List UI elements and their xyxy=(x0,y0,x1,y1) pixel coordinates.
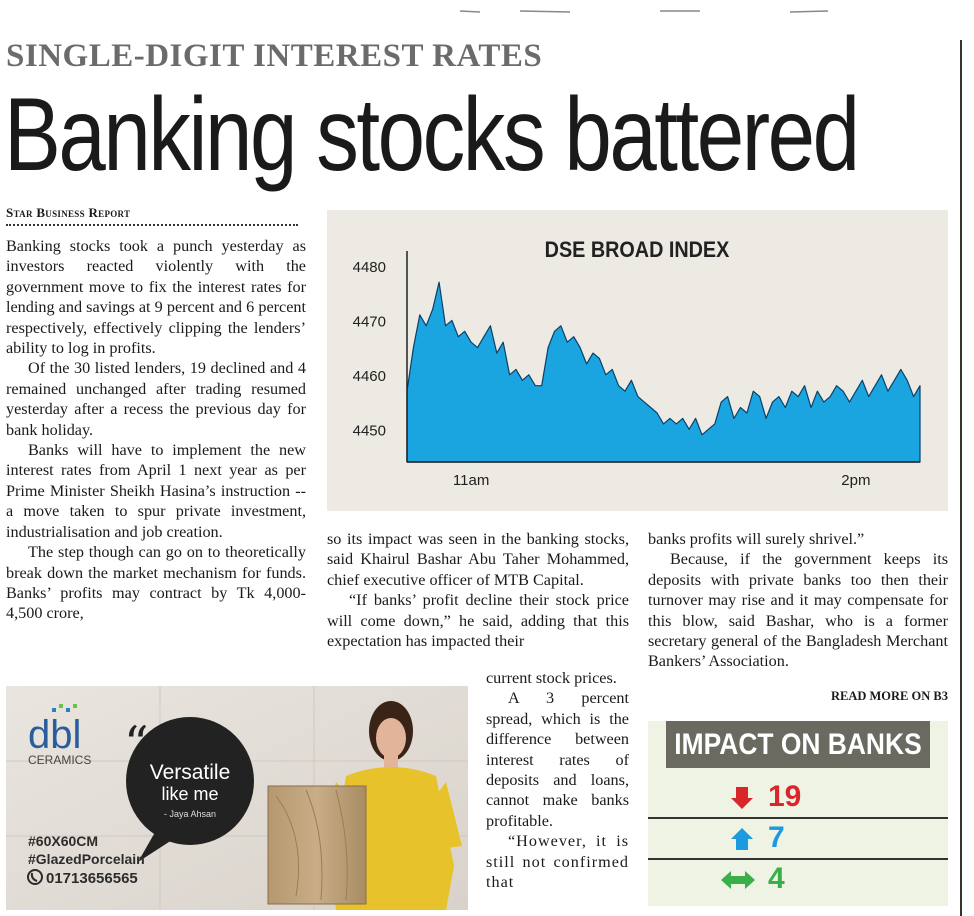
paragraph: Banks will have to implement the new int… xyxy=(6,441,306,541)
impact-divider xyxy=(648,817,948,819)
ad-tag-finish: #GlazedPorcelain xyxy=(28,851,145,867)
ad-phone: 01713656565 xyxy=(46,870,138,887)
phone-icon xyxy=(27,869,43,885)
top-edge-fragment xyxy=(459,0,830,13)
ad-brand-sub: CERAMICS xyxy=(28,753,91,767)
ad-slogan-line1: Versatile xyxy=(150,761,231,784)
article-column-3: banks profits will surely shrivel.” Beca… xyxy=(648,529,948,672)
ad-artwork: dbl CERAMICS “ ” Versatile like me - Jay… xyxy=(6,686,468,910)
arrow-both-icon xyxy=(721,871,755,889)
quote-close-icon: ” xyxy=(224,794,249,850)
chart-title: DSE BROAD INDEX xyxy=(545,238,730,262)
speech-bubble-icon xyxy=(126,717,254,862)
impact-row-advanced: 7 xyxy=(648,821,948,854)
paragraph: Banking stocks took a punch yesterday as… xyxy=(6,237,306,358)
paragraph: “However, it is still not confirmed that xyxy=(486,832,629,892)
chart-y-tick-label: 4470 xyxy=(353,313,386,330)
paragraph: A 3 percent spread, which is the differe… xyxy=(486,689,629,830)
dbl-ceramics-advertisement[interactable]: dbl CERAMICS “ ” Versatile like me - Jay… xyxy=(6,686,468,910)
arrow-up-icon xyxy=(731,828,753,850)
impact-title: IMPACT ON BANKS xyxy=(666,721,930,768)
paragraph: The step though can go on to theoretical… xyxy=(6,543,306,623)
chart-x-tick-label: 2pm xyxy=(841,472,870,489)
impact-row-declined: 19 xyxy=(648,780,948,813)
impact-value: 7 xyxy=(768,821,785,854)
impact-value: 19 xyxy=(768,780,802,813)
impact-on-banks-box: IMPACT ON BANKS 19 7 4 xyxy=(648,721,948,906)
ad-slogan-line2: like me xyxy=(161,784,218,804)
paragraph: “If banks’ profit decline their stock pr… xyxy=(327,591,629,651)
chart-y-tick-label: 4480 xyxy=(353,259,386,276)
impact-row-unchanged: 4 xyxy=(648,862,948,895)
byline-divider xyxy=(6,224,298,226)
ad-brand: dbl xyxy=(28,713,81,757)
paragraph: Of the 30 listed lenders, 19 declined an… xyxy=(6,359,306,439)
arrow-down-icon xyxy=(731,787,753,809)
wood-tile-sample xyxy=(267,785,367,905)
chart-x-tick-label: 11am xyxy=(453,472,489,489)
article-column-1: Banking stocks took a punch yesterday as… xyxy=(6,236,306,624)
paragraph: so its impact was seen in the banking st… xyxy=(327,530,629,589)
byline: Star Business Report xyxy=(6,205,131,220)
paragraph: current stock prices. xyxy=(486,669,617,687)
kicker: SINGLE-DIGIT INTEREST RATES xyxy=(6,38,543,74)
chart-area-series xyxy=(406,281,921,463)
dse-broad-index-chart: DSE BROAD INDEX 4480 4470 4460 4450 11am 2pm xyxy=(327,210,948,511)
dbl-logo-icon xyxy=(52,704,77,712)
impact-value: 4 xyxy=(768,862,785,895)
read-more-link[interactable]: READ MORE ON B3 xyxy=(830,689,948,703)
impact-divider xyxy=(648,858,948,860)
chart-y-tick-label: 4450 xyxy=(353,422,386,439)
ad-tag-size: #60X60CM xyxy=(28,833,98,849)
ad-endorser: - Jaya Ahsan xyxy=(164,809,216,819)
article-column-2: so its impact was seen in the banking st… xyxy=(327,529,629,651)
column-divider xyxy=(960,40,962,916)
paragraph: banks profits will surely shrivel.” xyxy=(648,530,865,548)
headline: Banking stocks battered xyxy=(4,77,860,193)
chart-y-tick-label: 4460 xyxy=(353,368,386,385)
quote-open-icon: “ xyxy=(124,716,149,772)
paragraph: Because, if the government keeps its dep… xyxy=(648,550,948,671)
article-column-2-wrap: current stock prices. A 3 percent spread… xyxy=(486,668,629,892)
chart-svg: DSE BROAD INDEX 4480 4470 4460 4450 11am 2pm xyxy=(353,238,921,489)
